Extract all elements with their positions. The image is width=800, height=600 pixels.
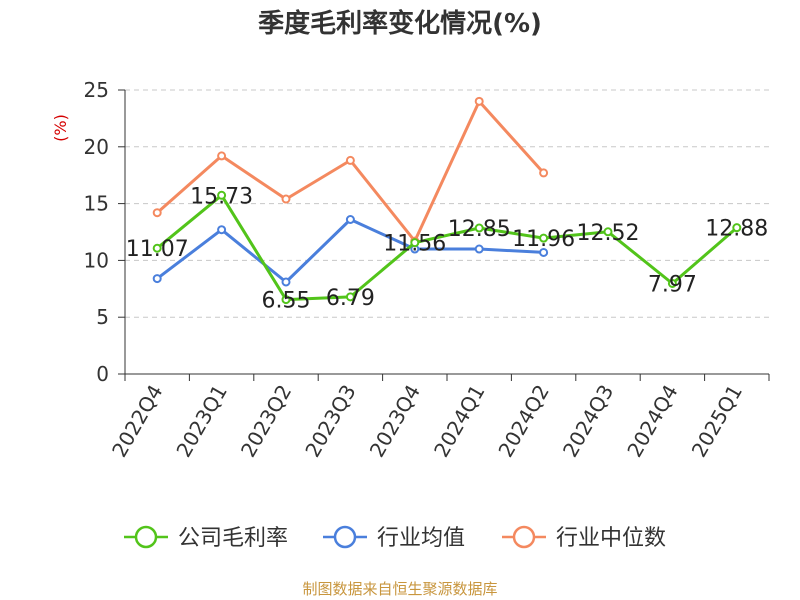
x-tick-label: 2024Q4 <box>622 381 682 462</box>
legend-marker-icon <box>512 525 536 549</box>
x-tick-label: 2023Q2 <box>236 381 296 462</box>
data-point[interactable] <box>345 292 355 302</box>
data-point[interactable] <box>281 295 291 305</box>
data-point[interactable] <box>539 233 549 243</box>
x-tick-label: 2025Q1 <box>687 381 747 462</box>
y-tick-label: 5 <box>96 305 109 329</box>
y-tick-label: 20 <box>84 135 109 159</box>
data-point[interactable] <box>539 168 549 178</box>
data-point[interactable] <box>474 244 484 254</box>
x-tick-label: 2023Q1 <box>171 381 231 462</box>
y-tick-label: 0 <box>96 362 109 386</box>
data-point[interactable] <box>152 274 162 284</box>
data-label: 11.07 <box>126 237 189 262</box>
series-layer <box>152 96 742 305</box>
y-axis-unit-label: (%) <box>51 114 70 142</box>
x-tick-label: 2023Q3 <box>300 381 360 462</box>
data-point[interactable] <box>410 238 420 248</box>
x-tick-label: 2024Q2 <box>493 381 553 462</box>
y-tick-label: 25 <box>84 78 109 102</box>
legend-label: 行业均值 <box>377 526 465 551</box>
legend-item-0[interactable]: 公司毛利率 <box>124 525 288 551</box>
chart-title: 季度毛利率变化情况(%) <box>258 8 542 39</box>
x-tick-label: 2024Q1 <box>429 381 489 462</box>
data-label: 15.73 <box>190 184 253 209</box>
legend-marker-icon <box>333 525 357 549</box>
axes: 0 5 10 15 20 25 2022Q4 2023Q1 2023Q2 2023Q3 2023Q4… <box>84 78 770 462</box>
y-tick-label: 10 <box>84 248 109 272</box>
series-line-0 <box>155 193 739 302</box>
data-point[interactable] <box>281 194 291 204</box>
data-label: 6.79 <box>326 286 375 311</box>
legend[interactable]: 公司毛利率 行业均值 行业中位数 <box>124 525 666 551</box>
data-label: 11.96 <box>512 227 575 252</box>
data-label: 6.55 <box>262 289 311 314</box>
data-point[interactable] <box>667 278 677 288</box>
data-label: 12.88 <box>705 217 768 242</box>
legend-label: 公司毛利率 <box>178 526 288 551</box>
x-tick-label: 2024Q3 <box>558 381 618 462</box>
data-point[interactable] <box>603 227 613 237</box>
data-label: 11.56 <box>383 232 446 257</box>
source-note: 制图数据来自恒生聚源数据库 <box>302 580 497 598</box>
legend-marker-icon <box>134 525 158 549</box>
data-point[interactable] <box>474 223 484 233</box>
x-tick-label: 2023Q4 <box>365 381 425 462</box>
data-point[interactable] <box>539 247 549 257</box>
data-point[interactable] <box>217 225 227 235</box>
data-point[interactable] <box>281 277 291 287</box>
data-point[interactable] <box>217 151 227 161</box>
legend-item-2[interactable]: 行业中位数 <box>502 525 666 551</box>
data-point[interactable] <box>217 190 227 200</box>
data-label: 12.85 <box>448 217 511 242</box>
data-point[interactable] <box>345 155 355 165</box>
data-point[interactable] <box>345 215 355 225</box>
data-point[interactable] <box>152 243 162 253</box>
data-point[interactable] <box>474 96 484 106</box>
legend-label: 行业中位数 <box>556 526 666 551</box>
legend-item-1[interactable]: 行业均值 <box>323 525 465 551</box>
y-tick-label: 15 <box>84 192 109 216</box>
data-point[interactable] <box>732 223 742 233</box>
x-tick-label: 2022Q4 <box>107 381 167 462</box>
data-point[interactable] <box>152 208 162 218</box>
data-label: 12.52 <box>577 221 640 246</box>
data-label: 7.97 <box>648 272 697 297</box>
